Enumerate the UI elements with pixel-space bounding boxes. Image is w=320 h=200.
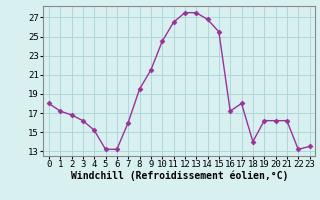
X-axis label: Windchill (Refroidissement éolien,°C): Windchill (Refroidissement éolien,°C) (70, 171, 288, 181)
